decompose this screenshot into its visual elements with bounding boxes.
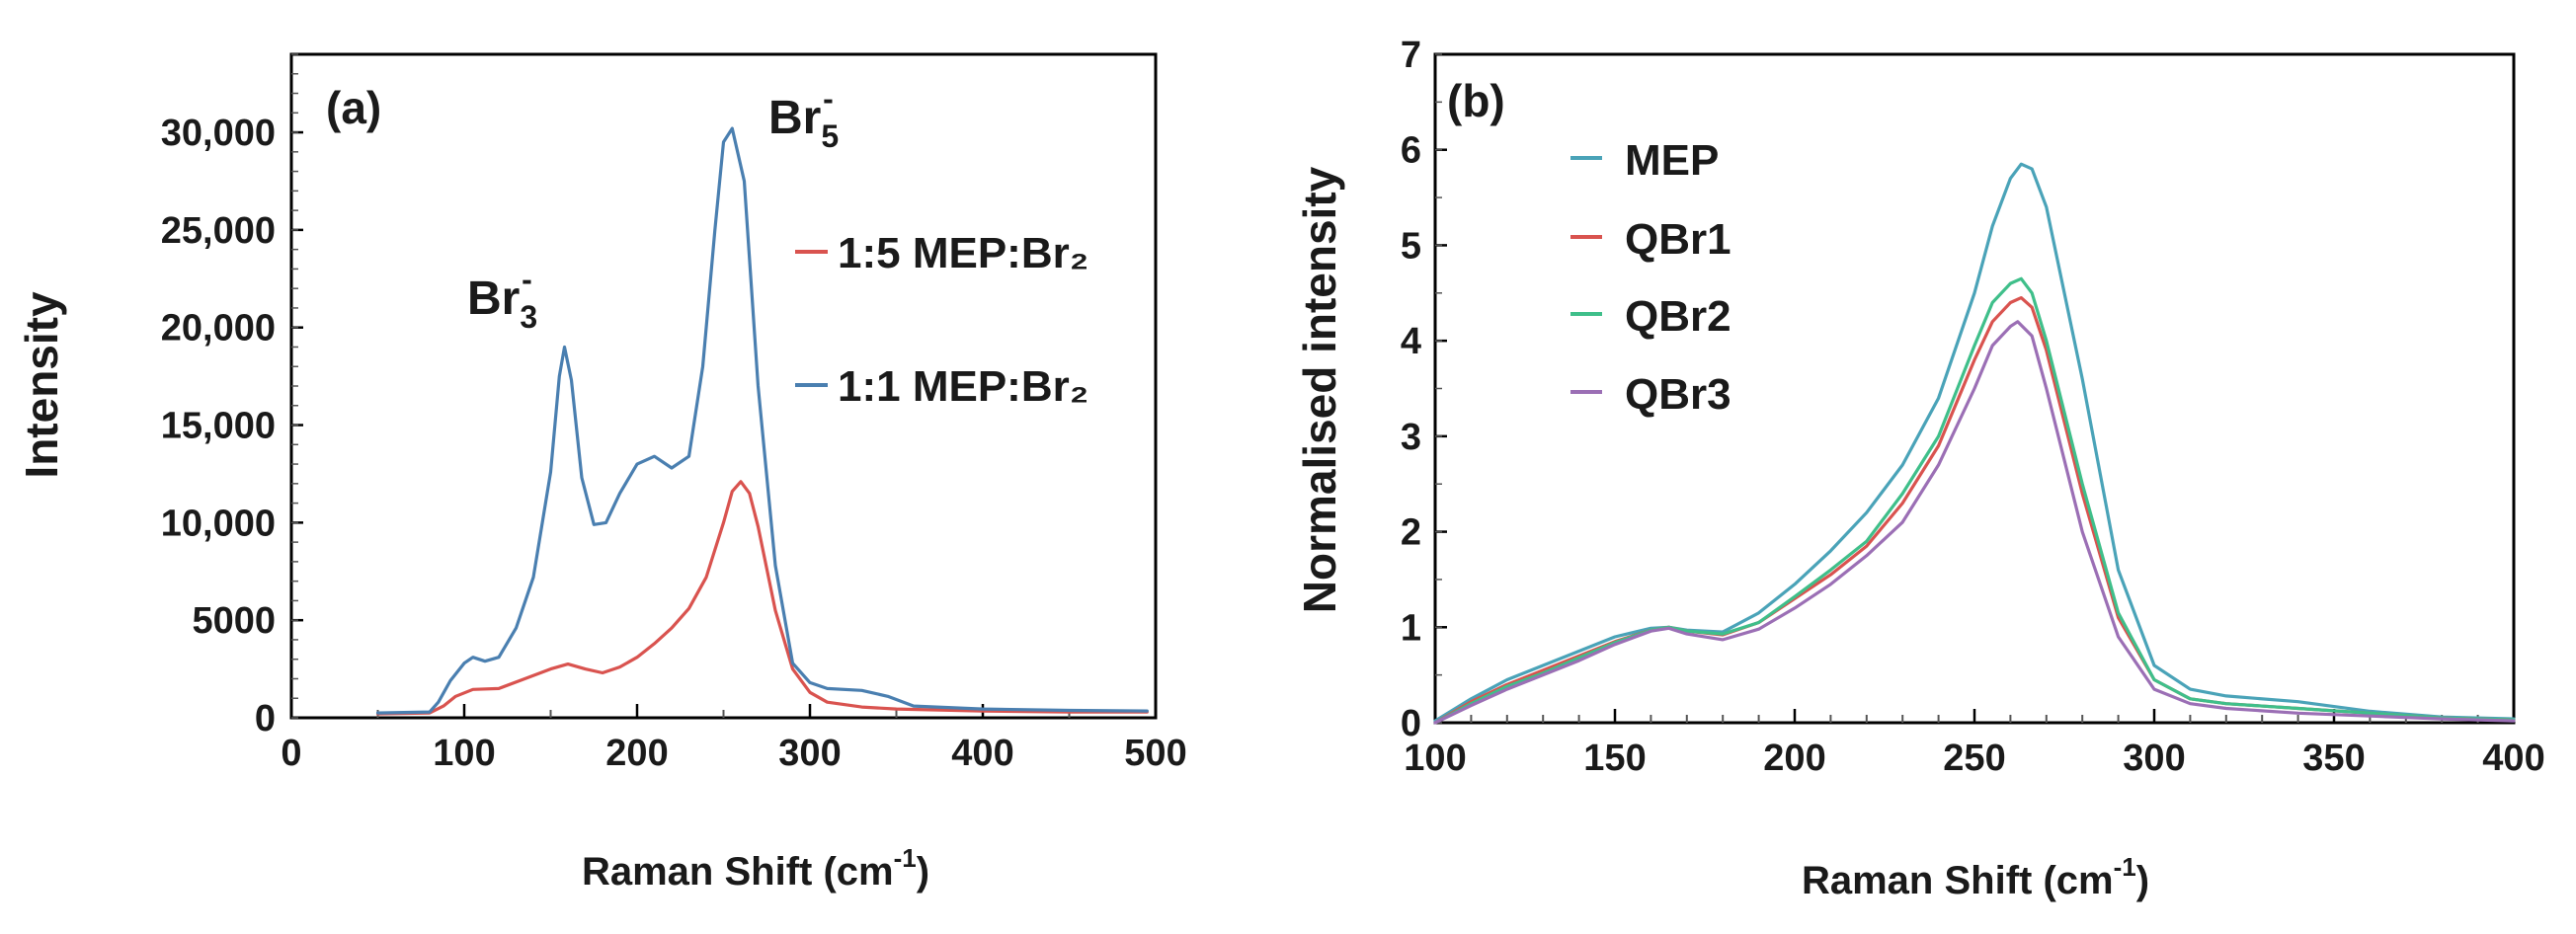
panel-b-series-qbr2 bbox=[1433, 276, 2516, 725]
panel-b-ytick-label: 2 bbox=[1401, 512, 1421, 554]
legend-label-mep: MEP bbox=[1625, 136, 1719, 185]
panel-a-xlabel-close: ) bbox=[917, 850, 929, 894]
panel-a-plot-frame bbox=[289, 52, 1158, 720]
panel-a-ytick-label: 15,000 bbox=[161, 406, 276, 447]
panel-a-label: (a) bbox=[326, 82, 381, 133]
legend-label-qbr2: QBr2 bbox=[1625, 292, 1731, 341]
panel-a-chart: 0 100 200 300 400 5000500010,00015,00020,0002… bbox=[16, 52, 1187, 894]
panel-a-xtick-label: 0 bbox=[281, 733, 301, 774]
panel-b-xtick-label: 300 bbox=[2123, 738, 2185, 779]
panel-b-ytick-label: 3 bbox=[1401, 417, 1421, 458]
panel-b-ytick-label: 1 bbox=[1401, 607, 1421, 649]
panel-a-series bbox=[375, 126, 1149, 716]
panel-b-series bbox=[1433, 162, 2516, 725]
panel-b-legend: MEP QBr1 QBr2 QBr3 bbox=[1570, 136, 1731, 419]
panel-b-xlabel-sup: -1 bbox=[2114, 852, 2136, 882]
panel-b-ylabel: Normalised intensity bbox=[1294, 166, 1345, 613]
panel-a-xtick-label: 500 bbox=[1124, 733, 1186, 774]
panel-b-chart: 100 150 200 250 300 350 400 0 1 2 3 4 5 6 7 (b) MEP QB… bbox=[1294, 35, 2545, 902]
legend-label-1-1: 1:1 MEP:Br₂ bbox=[838, 362, 1088, 411]
legend-label-qbr3: QBr3 bbox=[1625, 370, 1731, 419]
panel-b-xlabel: Raman Shift (cm-1) bbox=[1802, 852, 2149, 902]
br3-sup: - bbox=[522, 262, 532, 297]
panel-a-ylabel: Intensity bbox=[16, 291, 67, 479]
panel-b-ytick-label: 5 bbox=[1401, 225, 1421, 267]
panel-a-series-1-5-mep-br bbox=[375, 480, 1149, 716]
panel-b-label: (b) bbox=[1447, 75, 1505, 126]
br3-annotation: Br3- bbox=[467, 262, 537, 335]
br5-base: Br bbox=[768, 92, 821, 144]
panel-b-ytick-label: 4 bbox=[1401, 321, 1421, 362]
panel-b-ytick-label: 7 bbox=[1401, 35, 1421, 76]
panel-b-xtick-label: 200 bbox=[1763, 738, 1825, 779]
panel-b-xtick-label: 400 bbox=[2482, 738, 2544, 779]
panel-b-ytick-label: 0 bbox=[1401, 703, 1421, 744]
panel-b-xtick-label: 100 bbox=[1404, 738, 1466, 779]
panel-b-xlabel-main: Raman Shift (cm bbox=[1802, 859, 2114, 902]
panel-b-xtick-label: 350 bbox=[2302, 738, 2365, 779]
panel-a-ytick-label: 30,000 bbox=[161, 113, 276, 154]
panel-b-series-mep bbox=[1433, 162, 2516, 723]
panel-a-legend: 1:5 MEP:Br₂ 1:1 MEP:Br₂ bbox=[795, 229, 1088, 411]
legend-label-1-5: 1:5 MEP:Br₂ bbox=[838, 229, 1088, 277]
panel-a-xlabel-sup: -1 bbox=[894, 843, 917, 873]
br3-sub: 3 bbox=[520, 299, 537, 335]
panel-a-xtick-label: 300 bbox=[778, 733, 841, 774]
panel-a-axes: 0 100 200 300 400 5000500010,00015,00020,0002… bbox=[161, 53, 1187, 774]
panel-a-ytick-label: 25,000 bbox=[161, 210, 276, 252]
legend-label-qbr1: QBr1 bbox=[1625, 215, 1731, 264]
panel-a-xtick-label: 200 bbox=[605, 733, 668, 774]
br5-sup: - bbox=[823, 81, 834, 117]
panel-a-ytick-label: 10,000 bbox=[161, 503, 276, 544]
br5-sub: 5 bbox=[821, 118, 839, 154]
panel-b-ytick-label: 6 bbox=[1401, 130, 1421, 172]
panel-b-series-qbr3 bbox=[1433, 320, 2516, 725]
br5-annotation: Br5- bbox=[768, 81, 839, 154]
panel-a-ytick-label: 0 bbox=[255, 698, 276, 739]
br3-base: Br bbox=[467, 272, 520, 325]
panel-b-xlabel-close: ) bbox=[2136, 859, 2149, 902]
panel-a-ytick-label: 20,000 bbox=[161, 308, 276, 350]
panel-b-axes: 100 150 200 250 300 350 400 0 1 2 3 4 5 6 7 bbox=[1401, 35, 2545, 779]
panel-a-ytick-label: 5000 bbox=[192, 600, 276, 642]
panel-a-xtick-label: 400 bbox=[951, 733, 1013, 774]
panel-a-xlabel-main: Raman Shift (cm bbox=[582, 850, 894, 894]
panel-a-series-1-1-mep-br bbox=[375, 126, 1149, 715]
panel-b-xtick-label: 250 bbox=[1943, 738, 2005, 779]
panel-b-xtick-label: 150 bbox=[1583, 738, 1646, 779]
panel-a-xlabel: Raman Shift (cm-1) bbox=[582, 843, 929, 894]
panel-a-xtick-label: 100 bbox=[433, 733, 495, 774]
